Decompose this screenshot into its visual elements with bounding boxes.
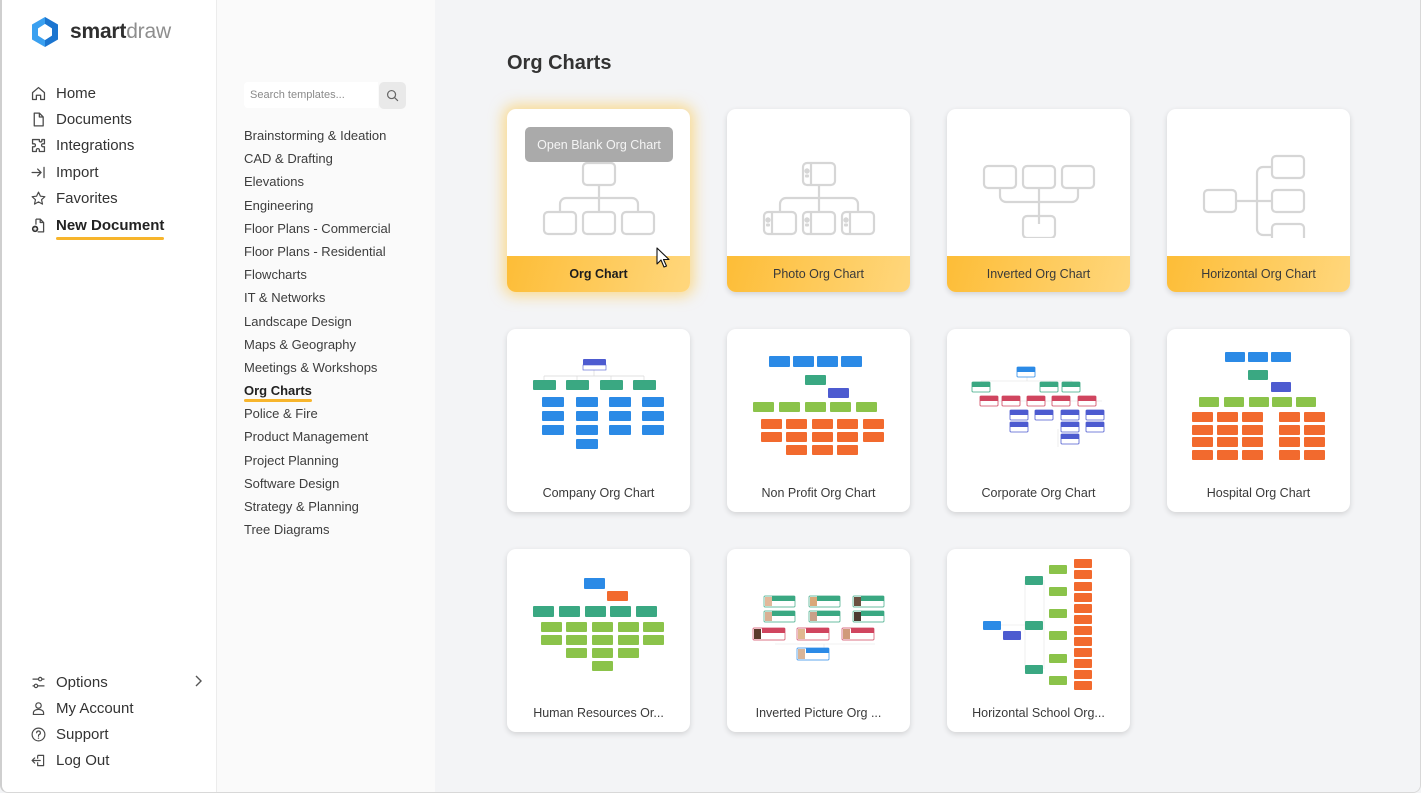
org-chart-outline-icon [507, 109, 690, 257]
category-item[interactable]: Product Management [244, 429, 369, 445]
category-item[interactable]: Engineering [244, 197, 314, 213]
category-item[interactable]: Landscape Design [244, 313, 352, 329]
card-caption: Inverted Org Chart [947, 256, 1130, 292]
template-card-human-resources-org-chart[interactable]: Human Resources Or... [507, 549, 690, 732]
template-card-corporate-org-chart[interactable]: Corporate Org Chart [947, 329, 1130, 512]
template-card-inverted-picture-org-chart[interactable]: Inverted Picture Org ... [727, 549, 910, 732]
logout-icon [28, 750, 48, 770]
blank-horizontal-org-chart-card[interactable]: Horizontal Org Chart [1167, 109, 1350, 292]
photo-org-chart-outline-icon [727, 109, 910, 257]
card-caption: Org Chart [507, 256, 690, 292]
blank-photo-org-chart-card[interactable]: Photo Org Chart [727, 109, 910, 292]
category-item[interactable]: Strategy & Planning [244, 499, 359, 514]
brand-name: smartdraw [70, 20, 171, 43]
template-thumbnail [947, 549, 1130, 697]
card-caption: Human Resources Or... [533, 706, 664, 720]
horizontal-org-chart-outline-icon [1167, 109, 1350, 257]
template-card-horizontal-school-org-chart[interactable]: Horizontal School Org... [947, 549, 1130, 732]
nav-item-label: Log Out [56, 751, 110, 769]
help-circle-icon [28, 724, 48, 744]
nav-item-label: Favorites [56, 190, 118, 208]
template-card-hospital-org-chart[interactable]: Hospital Org Chart [1167, 329, 1350, 512]
card-caption: Photo Org Chart [727, 256, 910, 292]
template-grid: Open Blank Org Chart Org Chart Photo Org… [507, 109, 1350, 732]
nav-item-label: Import [56, 163, 99, 181]
star-icon [28, 189, 48, 209]
nav-item-integrations[interactable]: Integrations [28, 133, 164, 159]
category-item[interactable]: Software Design [244, 475, 340, 491]
category-item[interactable]: Brainstorming & Ideation [244, 128, 387, 143]
template-thumbnail [947, 329, 1130, 477]
category-item[interactable]: Project Planning [244, 452, 339, 468]
category-item-org-charts[interactable]: Org Charts [244, 383, 312, 399]
card-caption: Company Org Chart [542, 486, 655, 500]
template-thumbnail [507, 549, 690, 697]
nav-item-import[interactable]: Import [28, 159, 164, 185]
puzzle-icon [28, 136, 48, 156]
user-icon [28, 698, 48, 718]
search-icon [386, 89, 399, 101]
nav-item-label: My Account [56, 699, 134, 717]
card-caption: Corporate Org Chart [981, 486, 1096, 500]
import-arrow-icon [28, 162, 48, 182]
search-templates-input[interactable] [244, 82, 378, 108]
open-blank-org-chart-button[interactable]: Open Blank Org Chart [525, 127, 673, 162]
category-item[interactable]: Floor Plans - Commercial [244, 220, 391, 236]
card-caption: Horizontal Org Chart [1167, 256, 1350, 292]
category-item[interactable]: Maps & Geography [244, 336, 357, 352]
chevron-right-icon[interactable] [193, 674, 203, 691]
nav-item-options[interactable]: Options [28, 669, 203, 695]
nav-item-label: Documents [56, 111, 132, 129]
card-caption: Inverted Picture Org ... [755, 706, 882, 720]
primary-nav: Home Documents Integrations Import Favor… [28, 80, 165, 240]
template-card-company-org-chart[interactable]: Company Org Chart [507, 329, 690, 512]
template-search [244, 81, 406, 109]
template-thumbnail [507, 329, 690, 477]
blank-org-chart-card[interactable]: Open Blank Org Chart Org Chart [507, 109, 690, 292]
document-icon [28, 110, 48, 130]
card-caption: Non Profit Org Chart [761, 486, 876, 500]
template-thumbnail [1167, 329, 1350, 477]
sliders-icon [28, 672, 48, 692]
template-categories-panel: Brainstorming & Ideation CAD & Drafting … [217, 0, 435, 792]
nav-item-favorites[interactable]: Favorites [28, 186, 164, 212]
page-title: Org Charts [507, 52, 612, 74]
main-sidebar: smartdraw Home Documents Integrations Im… [2, 0, 217, 792]
nav-item-label: Support [56, 725, 109, 743]
category-item[interactable]: IT & Networks [244, 290, 326, 306]
category-item[interactable]: Elevations [244, 174, 304, 190]
nav-item-documents[interactable]: Documents [28, 106, 164, 132]
home-icon [28, 83, 48, 103]
template-thumbnail [727, 329, 910, 477]
nav-item-label: Options [56, 673, 108, 691]
category-item[interactable]: Tree Diagrams [244, 522, 330, 538]
category-item[interactable]: CAD & Drafting [244, 151, 333, 167]
category-list: Brainstorming & Ideation CAD & Drafting … [244, 124, 391, 541]
search-button[interactable] [379, 81, 406, 109]
smartdraw-logo-icon [32, 17, 58, 47]
inverted-org-chart-outline-icon [947, 109, 1130, 257]
nav-item-log-out[interactable]: Log Out [28, 747, 203, 773]
template-card-non-profit-org-chart[interactable]: Non Profit Org Chart [727, 329, 910, 512]
card-caption: Horizontal School Org... [972, 706, 1105, 720]
nav-item-home[interactable]: Home [28, 80, 164, 106]
new-document-icon [28, 215, 48, 235]
template-thumbnail [727, 549, 910, 697]
nav-item-support[interactable]: Support [28, 721, 203, 747]
nav-item-my-account[interactable]: My Account [28, 695, 203, 721]
card-caption: Hospital Org Chart [1206, 486, 1311, 500]
category-item[interactable]: Floor Plans - Residential [244, 243, 386, 259]
nav-item-label: Home [56, 84, 97, 102]
category-item[interactable]: Meetings & Workshops [244, 359, 378, 375]
smartdraw-logo[interactable]: smartdraw [30, 16, 171, 48]
template-gallery: Org Charts Open Blank Org Chart Org Char… [435, 0, 1420, 792]
blank-inverted-org-chart-card[interactable]: Inverted Org Chart [947, 109, 1130, 292]
category-item[interactable]: Flowcharts [244, 267, 307, 283]
nav-item-label: Integrations [56, 137, 135, 155]
nav-item-new-document[interactable]: New Document [28, 212, 165, 240]
category-item[interactable]: Police & Fire [244, 406, 318, 422]
nav-item-label: New Document [56, 216, 165, 240]
secondary-nav: Options My Account Support Log Out [28, 669, 203, 773]
